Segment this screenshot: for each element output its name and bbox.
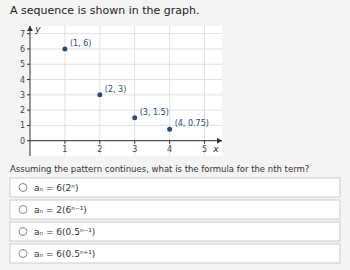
x-axis [30, 140, 222, 141]
tick-label: 3 [132, 145, 137, 154]
point [167, 127, 172, 132]
tick [27, 64, 30, 65]
data-label: (4, 0.75) [175, 119, 209, 128]
tick [204, 141, 205, 144]
tick-label: 3 [20, 91, 25, 100]
choice-box [10, 178, 340, 197]
tick-label: 0 [20, 137, 25, 146]
grid-line [204, 26, 205, 156]
tick [27, 110, 30, 111]
radio [19, 228, 27, 236]
grid-line [64, 26, 65, 156]
choice-text: aₙ = 2(6ⁿ⁻¹) [34, 205, 87, 215]
question: Assuming the pattern continues, what is … [10, 164, 309, 174]
grid-line [134, 26, 135, 156]
tick [27, 48, 30, 49]
grid-line [30, 33, 222, 34]
radio [19, 184, 27, 192]
grid-line [30, 48, 222, 49]
grid-line [169, 26, 170, 156]
tick-label: 1 [20, 121, 25, 130]
choice-box [10, 222, 340, 241]
tick-label: 2 [20, 106, 25, 115]
choice-text: aₙ = 6(0.5ⁿ⁻¹) [34, 227, 95, 237]
choice-box [10, 200, 340, 219]
chart: A sequence is shown in the graph. 1 2 3 4 5 0 1… [0, 0, 350, 270]
tick [27, 79, 30, 80]
grid-line [30, 94, 222, 95]
tick-label: 4 [20, 76, 25, 85]
tick-label: 6 [20, 45, 25, 54]
grid-line [30, 140, 222, 141]
tick-label: 7 [20, 30, 25, 39]
y-axis [30, 26, 31, 156]
title: A sequence is shown in the graph. [10, 4, 199, 17]
choice-text: aₙ = 6(2ⁿ) [34, 183, 78, 193]
tick [27, 33, 30, 34]
radio [19, 206, 27, 214]
tick-label: 4 [167, 145, 172, 154]
tick [134, 141, 135, 144]
point [132, 115, 137, 120]
data-label: (2, 3) [105, 85, 127, 94]
choice-box [10, 244, 340, 263]
grid-line [30, 110, 222, 111]
tick-label: 1 [62, 145, 67, 154]
tick-label: 2 [97, 145, 102, 154]
tick [27, 94, 30, 95]
point [97, 92, 102, 97]
grid-line [30, 79, 222, 80]
plot-background [30, 26, 222, 156]
points [62, 46, 172, 131]
tick-label: 5 [202, 145, 207, 154]
choice-text: aₙ = 6(0.5ⁿ⁺¹) [34, 249, 95, 259]
axis-arrow [27, 26, 33, 31]
data-label: (3, 1.5) [140, 108, 169, 117]
tick [27, 140, 30, 141]
tick [169, 141, 170, 144]
tick [99, 141, 100, 144]
grid-line [30, 64, 222, 65]
radio [19, 250, 27, 258]
tick [27, 125, 30, 126]
y-label: y [34, 24, 41, 34]
x-label: x [212, 144, 219, 154]
data-label: (1, 6) [70, 39, 92, 48]
grid-line [99, 26, 100, 156]
tick [64, 141, 65, 144]
tick-label: 5 [20, 60, 25, 69]
point [62, 46, 67, 51]
